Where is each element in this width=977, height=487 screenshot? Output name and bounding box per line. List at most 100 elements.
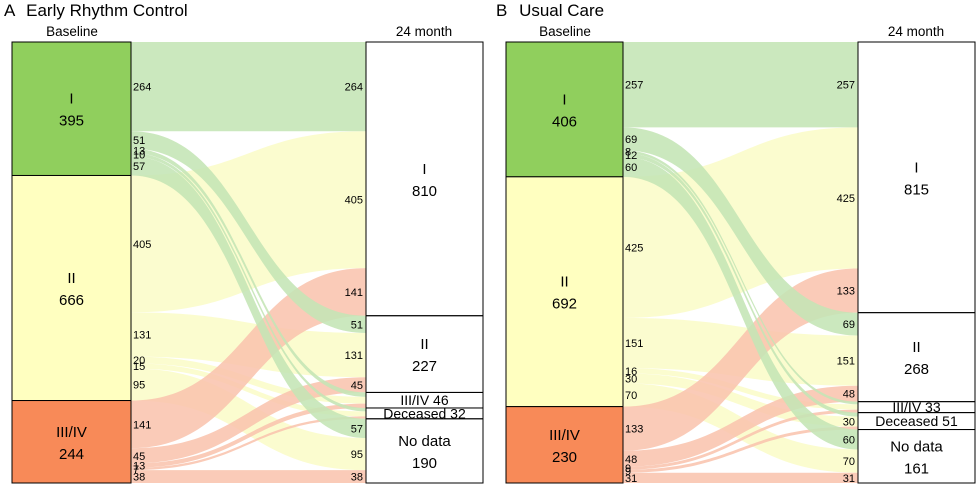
flow-label-left: 13	[133, 146, 145, 158]
flows	[623, 42, 858, 483]
node-value: 815	[904, 181, 929, 198]
node-baseline-iii-iv	[11, 400, 132, 484]
flow-i-to-no-data	[131, 156, 366, 439]
flow-iii-iv-to-deceased	[623, 426, 858, 473]
flow-label-right: 131	[345, 350, 363, 362]
panel-title-text: Early Rhythm Control	[26, 1, 188, 20]
flow-label-left: 15	[133, 361, 145, 373]
flow-label-left: 13	[133, 461, 145, 473]
node-value: 190	[412, 455, 437, 472]
node-value: 230	[552, 449, 577, 466]
flow-label-left: 141	[133, 419, 151, 431]
node-label: Deceased 51	[875, 413, 958, 429]
panel-a-early-rhythm-control: A Early Rhythm Control Baseline 24 month…	[4, 1, 484, 484]
flow-i-to-iii-iv	[623, 150, 858, 405]
flow-label-right: 69	[843, 319, 855, 331]
node-value: 268	[904, 361, 929, 378]
panel-title-text: Usual Care	[519, 1, 604, 20]
node-baseline-ii	[11, 174, 132, 402]
flow-label-left: 10	[133, 150, 145, 162]
flow-label-right: 95	[351, 449, 363, 461]
flow-i-to-i	[131, 42, 366, 132]
node-label: III/IV 33	[892, 399, 940, 415]
flow-label-right: 48	[843, 389, 855, 401]
node-value: 227	[412, 358, 437, 375]
node-label: II	[912, 339, 920, 356]
flow-label-right: 57	[351, 423, 363, 435]
node-value: 406	[552, 113, 577, 130]
flow-label-right: 70	[843, 456, 855, 468]
node-value: 395	[59, 113, 84, 130]
node-24month-i	[857, 41, 976, 314]
flow-label-left: 12	[625, 150, 637, 162]
flow-label-left: 257	[625, 80, 643, 92]
node-label: No data	[890, 438, 943, 455]
flow-i-to-deceased	[131, 152, 366, 412]
flow-label-left: 51	[133, 135, 145, 147]
node-label: Deceased 32	[383, 405, 466, 421]
flow-label-right: 51	[351, 319, 363, 331]
baseline-header: Baseline	[46, 24, 98, 39]
panel-title: B Usual Care	[496, 1, 604, 20]
node-label: III/IV	[549, 427, 580, 444]
labels: I 395 II 666 III/IV 244 I 810 II 227 III/IV 46Dece…	[56, 82, 466, 484]
flow-label-left: 131	[133, 329, 151, 341]
flow-label-left: 9	[625, 463, 631, 475]
flow-iii-iv-to-no-data	[623, 472, 858, 483]
node-label: III/IV	[56, 424, 87, 441]
flow-label-left: 60	[625, 162, 637, 174]
flow-label-left: 48	[625, 454, 637, 466]
flow-i-to-i	[623, 42, 858, 128]
node-baseline-i	[11, 41, 132, 176]
panel-b-usual-care: B Usual Care Baseline 24 month I406II692…	[496, 1, 976, 485]
flow-label-left: 405	[133, 239, 151, 251]
flow-label-left: 9	[625, 466, 631, 478]
flow-i-to-deceased	[623, 152, 858, 417]
flow-label-left: 38	[133, 472, 145, 484]
flow-label-right: 264	[345, 82, 363, 94]
flow-label-left: 151	[625, 338, 643, 350]
flow-label-left: 425	[625, 242, 643, 254]
month-24-header: 24 month	[888, 24, 944, 39]
flow-label-left: 57	[133, 161, 145, 173]
node-24month-ii	[365, 315, 484, 393]
flow-label-left: 69	[625, 134, 637, 146]
flow-ii-to-iii-iv	[623, 368, 858, 410]
flow-label-left: 264	[133, 82, 151, 94]
flow-iii-iv-to-iii-iv	[131, 403, 366, 468]
flow-label-right: 133	[837, 286, 855, 298]
flow-iii-iv-to-iii-iv	[623, 409, 858, 470]
node-value: 161	[904, 460, 929, 477]
flow-i-to-iii-iv	[131, 148, 366, 397]
node-24month-ii	[857, 312, 976, 403]
node-baseline-iii-iv	[505, 406, 624, 484]
baseline-header: Baseline	[539, 24, 591, 39]
node-label: I	[562, 91, 566, 108]
node-value: 692	[552, 296, 577, 313]
flow-label-left: 30	[625, 373, 637, 385]
panel-letter: A	[4, 1, 16, 20]
node-label: I	[914, 159, 918, 176]
flow-label-right: 425	[837, 193, 855, 205]
node-baseline-ii	[505, 176, 624, 408]
node-24month-i	[365, 41, 484, 317]
labels: I 406 II 692 III/IV 230 I 815 II 268 III/IV 33Dece…	[549, 80, 958, 485]
flow-label-left: 8	[625, 147, 631, 159]
flow-label-right: 257	[837, 80, 855, 92]
panel-title: A Early Rhythm Control	[4, 1, 188, 20]
node-value: 666	[59, 292, 84, 309]
flow-ii-to-deceased	[131, 363, 366, 417]
node-label: III/IV 46	[400, 392, 448, 408]
flow-label-left: 20	[133, 355, 145, 367]
node-value: 244	[59, 446, 84, 463]
flow-label-right: 405	[345, 195, 363, 207]
node-label: II	[420, 336, 428, 353]
flow-label-right: 141	[345, 287, 363, 299]
flow-i-to-ii	[623, 127, 858, 336]
panel-letter: B	[496, 1, 507, 20]
node-value: 810	[412, 183, 437, 200]
flow-i-to-no-data	[623, 156, 858, 450]
flow-label-right: 30	[843, 417, 855, 429]
flow-label-right: 151	[837, 356, 855, 368]
